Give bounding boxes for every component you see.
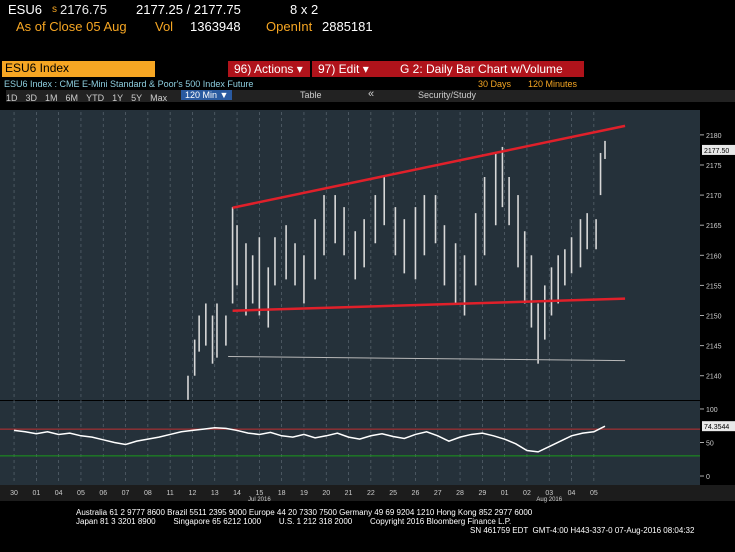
vol-label: Vol bbox=[155, 19, 174, 34]
x-tick-label: 26 bbox=[412, 490, 420, 497]
last-price-box bbox=[702, 144, 735, 155]
y-tick-label: 50 bbox=[706, 440, 714, 447]
interval: 120 Minutes bbox=[528, 79, 578, 89]
y-tick-label: 2155 bbox=[706, 283, 722, 290]
table-button[interactable]: Table bbox=[300, 90, 322, 100]
period-tab[interactable]: Max bbox=[150, 93, 168, 103]
x-tick-label: 30 bbox=[10, 490, 18, 497]
edit-button[interactable]: 97) Edit ▾ bbox=[312, 61, 394, 77]
actions-button[interactable]: 96) Actions ▾ bbox=[228, 61, 310, 77]
x-tick-label: 01 bbox=[501, 490, 509, 497]
x-tick-label: 08 bbox=[144, 490, 152, 497]
study-button[interactable]: Security/Study bbox=[418, 90, 477, 100]
x-tick-label: 25 bbox=[389, 490, 397, 497]
last-study-label: 74.3544 bbox=[704, 424, 729, 431]
interval-select[interactable]: 120 Min ▼ bbox=[181, 90, 233, 100]
x-tick-label: 27 bbox=[434, 490, 442, 497]
x-tick-label: 21 bbox=[345, 490, 353, 497]
last-price-label: 2177.50 bbox=[704, 148, 729, 155]
period-tab[interactable]: 1M bbox=[45, 93, 58, 103]
size: 8 x 2 bbox=[290, 2, 319, 17]
study-panel bbox=[0, 401, 700, 485]
date-strip bbox=[0, 485, 735, 501]
x-tick-label: 12 bbox=[189, 490, 197, 497]
y-tick-label: 2175 bbox=[706, 163, 722, 170]
y-tick-label: 2165 bbox=[706, 223, 722, 230]
period-tab[interactable]: 3D bbox=[25, 93, 38, 103]
x-tick-label: 18 bbox=[278, 490, 286, 497]
y-tick-label: 2180 bbox=[706, 133, 722, 140]
back-button[interactable]: « bbox=[368, 88, 375, 100]
last-study-box bbox=[702, 421, 735, 432]
bid-ask: 2177.25 / 2177.75 bbox=[136, 2, 241, 17]
x-tick-label: 22 bbox=[367, 490, 375, 497]
y-tick-label: 2160 bbox=[706, 253, 722, 260]
security-box[interactable]: ESU6 Index bbox=[2, 61, 155, 77]
period-tab[interactable]: 1Y bbox=[112, 93, 124, 103]
footer-line: Japan 81 3 3201 8900 Singapore 65 6212 1… bbox=[76, 517, 512, 526]
period-tab[interactable]: 5Y bbox=[131, 93, 143, 103]
x-tick-label: 11 bbox=[167, 490, 174, 497]
month-label: Aug 2016 bbox=[536, 497, 562, 503]
footer-line: SN 461759 EDT GMT-4:00 H443-337-0 07-Aug… bbox=[470, 526, 695, 535]
oi: 2885181 bbox=[322, 19, 373, 34]
vol: 1363948 bbox=[190, 19, 241, 34]
month-label: Jul 2016 bbox=[248, 497, 271, 503]
y-tick-label: 100 bbox=[706, 407, 718, 414]
ticker: ESU6 bbox=[8, 2, 42, 17]
x-tick-label: 20 bbox=[322, 490, 330, 497]
trendline bbox=[232, 124, 626, 209]
price-panel bbox=[0, 110, 700, 400]
x-tick-label: 29 bbox=[478, 490, 486, 497]
x-tick-label: 13 bbox=[211, 490, 219, 497]
x-tick-label: 04 bbox=[55, 490, 63, 497]
x-tick-label: 15 bbox=[255, 490, 263, 497]
x-tick-label: 04 bbox=[568, 490, 576, 497]
x-tick-label: 14 bbox=[233, 490, 241, 497]
oi-label: OpenInt bbox=[266, 19, 313, 34]
x-tick-label: 07 bbox=[122, 490, 130, 497]
period-tab[interactable]: YTD bbox=[86, 93, 105, 103]
period-tab[interactable]: 1D bbox=[6, 93, 18, 103]
page-title: G 2: Daily Bar Chart w/Volume bbox=[394, 61, 584, 77]
y-tick-label: 0 bbox=[706, 474, 710, 481]
y-tick-label: 2170 bbox=[706, 193, 722, 200]
x-tick-label: 06 bbox=[99, 490, 107, 497]
y-tick-label: 2145 bbox=[706, 344, 722, 351]
as-of: As of Close 05 Aug bbox=[16, 19, 127, 34]
trendline bbox=[232, 297, 626, 312]
x-tick-label: 03 bbox=[545, 490, 553, 497]
study-line bbox=[13, 425, 606, 453]
x-tick-label: 02 bbox=[523, 490, 531, 497]
x-tick-label: 01 bbox=[32, 490, 40, 497]
prefix: s bbox=[52, 4, 57, 15]
range: 30 Days bbox=[478, 79, 512, 89]
y-tick-label: 2140 bbox=[706, 374, 722, 381]
x-tick-label: 28 bbox=[456, 490, 464, 497]
period-tab[interactable]: 6M bbox=[65, 93, 79, 103]
trendline bbox=[228, 355, 626, 362]
description: ESU6 Index : CME E-Mini Standard & Poor'… bbox=[4, 79, 254, 89]
x-tick-label: 05 bbox=[590, 490, 598, 497]
x-tick-label: 05 bbox=[77, 490, 85, 497]
x-tick-label: 19 bbox=[300, 490, 308, 497]
footer-line: Australia 61 2 9777 8600 Brazil 5511 239… bbox=[76, 508, 533, 517]
last-price: 2176.75 bbox=[60, 2, 107, 17]
y-tick-label: 2150 bbox=[706, 314, 722, 321]
